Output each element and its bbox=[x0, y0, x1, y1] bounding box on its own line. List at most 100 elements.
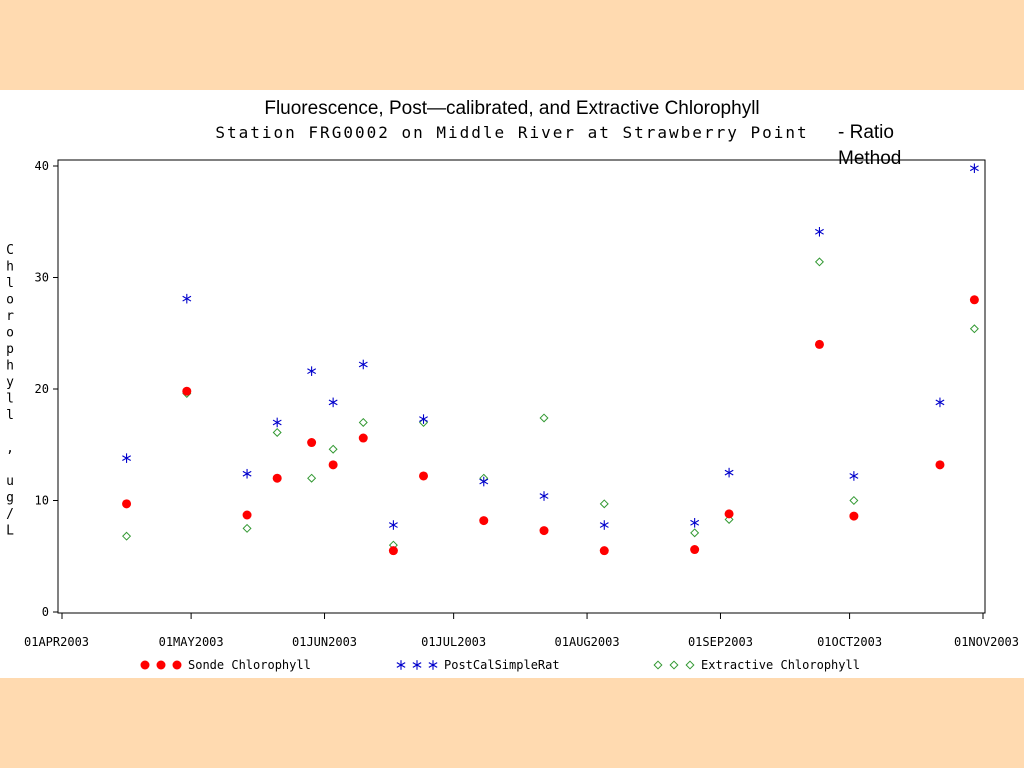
star-point-stroke bbox=[388, 522, 398, 528]
series-sonde-chlorophyll bbox=[122, 295, 979, 556]
dot-point bbox=[242, 510, 252, 520]
y-label-char: , bbox=[6, 441, 14, 456]
y-label-char: r bbox=[6, 309, 14, 324]
y-tick-label: 10 bbox=[35, 494, 49, 508]
x-tick-label: 01AUG2003 bbox=[555, 635, 620, 649]
dot-point bbox=[599, 546, 609, 556]
star-point bbox=[479, 476, 489, 487]
legend-marker-diamond bbox=[669, 660, 679, 670]
overlay-text-line1: - Ratio bbox=[838, 122, 894, 143]
dot-point bbox=[388, 546, 398, 556]
x-tick-label: 01MAY2003 bbox=[159, 635, 224, 649]
dot-point bbox=[419, 471, 429, 481]
series-extractive-chlorophyll bbox=[122, 257, 979, 550]
star-point-stroke bbox=[328, 399, 338, 406]
legend-marker-star bbox=[428, 660, 438, 670]
diamond-point bbox=[122, 531, 132, 541]
legend-marker-star-stroke bbox=[412, 662, 422, 668]
legend-marker-star-stroke bbox=[428, 662, 438, 668]
legend-item: PostCalSimpleRat bbox=[396, 658, 560, 672]
star-point bbox=[182, 293, 192, 304]
star-point-stroke bbox=[122, 455, 132, 462]
star-point-stroke bbox=[599, 522, 609, 528]
dot-point bbox=[849, 511, 859, 521]
star-point-stroke bbox=[935, 399, 945, 406]
data-marks bbox=[122, 163, 979, 556]
y-label-char: y bbox=[6, 375, 14, 390]
legend-marker-dot bbox=[140, 660, 150, 670]
star-point bbox=[724, 467, 734, 478]
legend-marker-star bbox=[396, 660, 406, 670]
y-tick-label: 0 bbox=[42, 605, 49, 619]
y-axis-label: Chlorophyll , ug/L bbox=[6, 243, 14, 539]
star-point-stroke bbox=[690, 519, 700, 526]
star-point-stroke bbox=[419, 416, 428, 422]
star-point bbox=[935, 397, 945, 408]
diamond-point bbox=[539, 413, 549, 423]
overlay-text-line2: Method bbox=[838, 148, 901, 169]
chart-panel: Fluorescence, Post—calibrated, and Extra… bbox=[0, 90, 1024, 678]
x-tick-label: 01APR2003 bbox=[24, 635, 89, 649]
y-label-char: L bbox=[6, 524, 14, 539]
star-point-stroke bbox=[182, 295, 192, 302]
y-label-char: o bbox=[6, 293, 14, 308]
star-point-stroke bbox=[242, 470, 252, 477]
x-tick-label: 01OCT2003 bbox=[817, 635, 882, 649]
dot-point bbox=[328, 460, 338, 470]
legend-marker-star bbox=[412, 660, 422, 670]
diamond-point bbox=[599, 499, 609, 509]
y-label-char: u bbox=[6, 474, 14, 489]
star-point bbox=[122, 453, 132, 463]
y-label-char: C bbox=[6, 243, 14, 258]
y-tick-label: 20 bbox=[35, 382, 49, 396]
legend-item: Sonde Chlorophyll bbox=[140, 658, 311, 672]
star-point bbox=[849, 471, 859, 481]
y-label-char: p bbox=[6, 342, 14, 357]
y-label-char: g bbox=[6, 491, 14, 506]
axes: 0 10 20 30 40 01APR2003 01MAY2003 01JUN2003 01JU… bbox=[24, 159, 1019, 649]
x-tick-label: 01JUL2003 bbox=[421, 635, 486, 649]
star-point bbox=[690, 518, 700, 528]
star-point bbox=[242, 468, 252, 479]
series-postcalsimplerat bbox=[122, 163, 979, 530]
star-point-stroke bbox=[969, 165, 979, 172]
legend-item: Extractive Chlorophyll bbox=[653, 658, 860, 672]
star-point-stroke bbox=[358, 361, 368, 368]
star-point-stroke bbox=[479, 478, 489, 485]
dot-point bbox=[814, 339, 824, 349]
legend-marker-dot bbox=[156, 660, 166, 670]
star-point bbox=[272, 417, 282, 428]
star-point-stroke bbox=[539, 493, 549, 499]
star-point bbox=[815, 226, 824, 237]
y-label-char: / bbox=[6, 507, 14, 522]
dot-point bbox=[935, 460, 945, 470]
star-point bbox=[969, 163, 979, 174]
y-label-char: l bbox=[6, 276, 14, 291]
diamond-point bbox=[307, 473, 317, 483]
diamond-point bbox=[242, 523, 252, 533]
legend-label: Extractive Chlorophyll bbox=[701, 658, 860, 672]
diamond-point bbox=[358, 417, 368, 427]
legend-marker-dot bbox=[172, 660, 182, 670]
dot-point bbox=[479, 516, 489, 526]
diamond-point bbox=[969, 324, 979, 334]
plot-frame bbox=[57, 159, 986, 614]
y-label-char: h bbox=[6, 260, 14, 275]
star-point bbox=[599, 520, 609, 530]
star-point bbox=[307, 366, 317, 376]
star-point bbox=[388, 520, 398, 530]
star-point-stroke bbox=[849, 473, 859, 479]
star-point-stroke bbox=[307, 368, 317, 375]
y-label-char: o bbox=[6, 326, 14, 341]
diamond-point bbox=[814, 257, 824, 267]
y-label-char: h bbox=[6, 359, 14, 374]
legend: Sonde Chlorophyll PostCalSimpleRat Extract… bbox=[140, 658, 860, 672]
diamond-point bbox=[328, 444, 338, 454]
star-point bbox=[328, 397, 338, 408]
y-label-char: l bbox=[6, 392, 14, 407]
x-tick-label: 01SEP2003 bbox=[688, 635, 753, 649]
legend-marker-diamond bbox=[653, 660, 663, 670]
diamond-point bbox=[849, 495, 859, 506]
dot-point bbox=[122, 499, 132, 509]
chart-svg: Fluorescence, Post—calibrated, and Extra… bbox=[6, 98, 1019, 672]
